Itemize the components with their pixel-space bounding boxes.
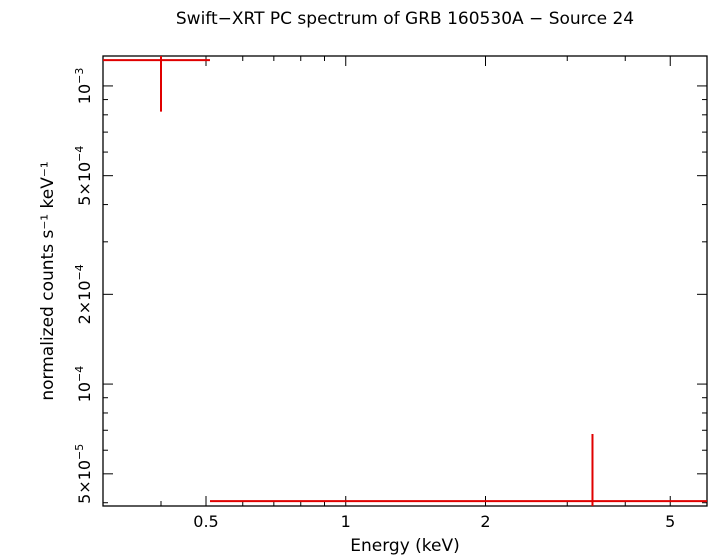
y-axis-ticks: 5×10−5 10−4 2×10−4 5×10−4 10−3	[73, 68, 707, 504]
x-tick-label: 5	[665, 512, 675, 531]
data-point	[103, 56, 210, 112]
x-tick-label: 0.5	[193, 512, 218, 531]
y-axis-label: normalized counts s⁻¹ keV⁻¹	[38, 161, 58, 400]
y-tick-label: 2×10−4	[73, 264, 94, 324]
data-points	[103, 56, 707, 506]
x-tick-label: 1	[341, 512, 351, 531]
chart-title: Swift−XRT PC spectrum of GRB 160530A − S…	[176, 9, 634, 29]
x-axis-label: Energy (keV)	[350, 536, 460, 556]
plot-frame	[102, 55, 708, 507]
y-tick-label: 10−3	[73, 68, 94, 105]
data-point	[209, 434, 707, 506]
y-tick-label: 5×10−5	[73, 444, 94, 504]
y-tick-label: 10−4	[73, 366, 94, 403]
x-axis-ticks: 0.5 1 2 5	[102, 56, 708, 531]
x-tick-label: 2	[480, 512, 490, 531]
y-tick-label: 5×10−4	[73, 146, 94, 206]
